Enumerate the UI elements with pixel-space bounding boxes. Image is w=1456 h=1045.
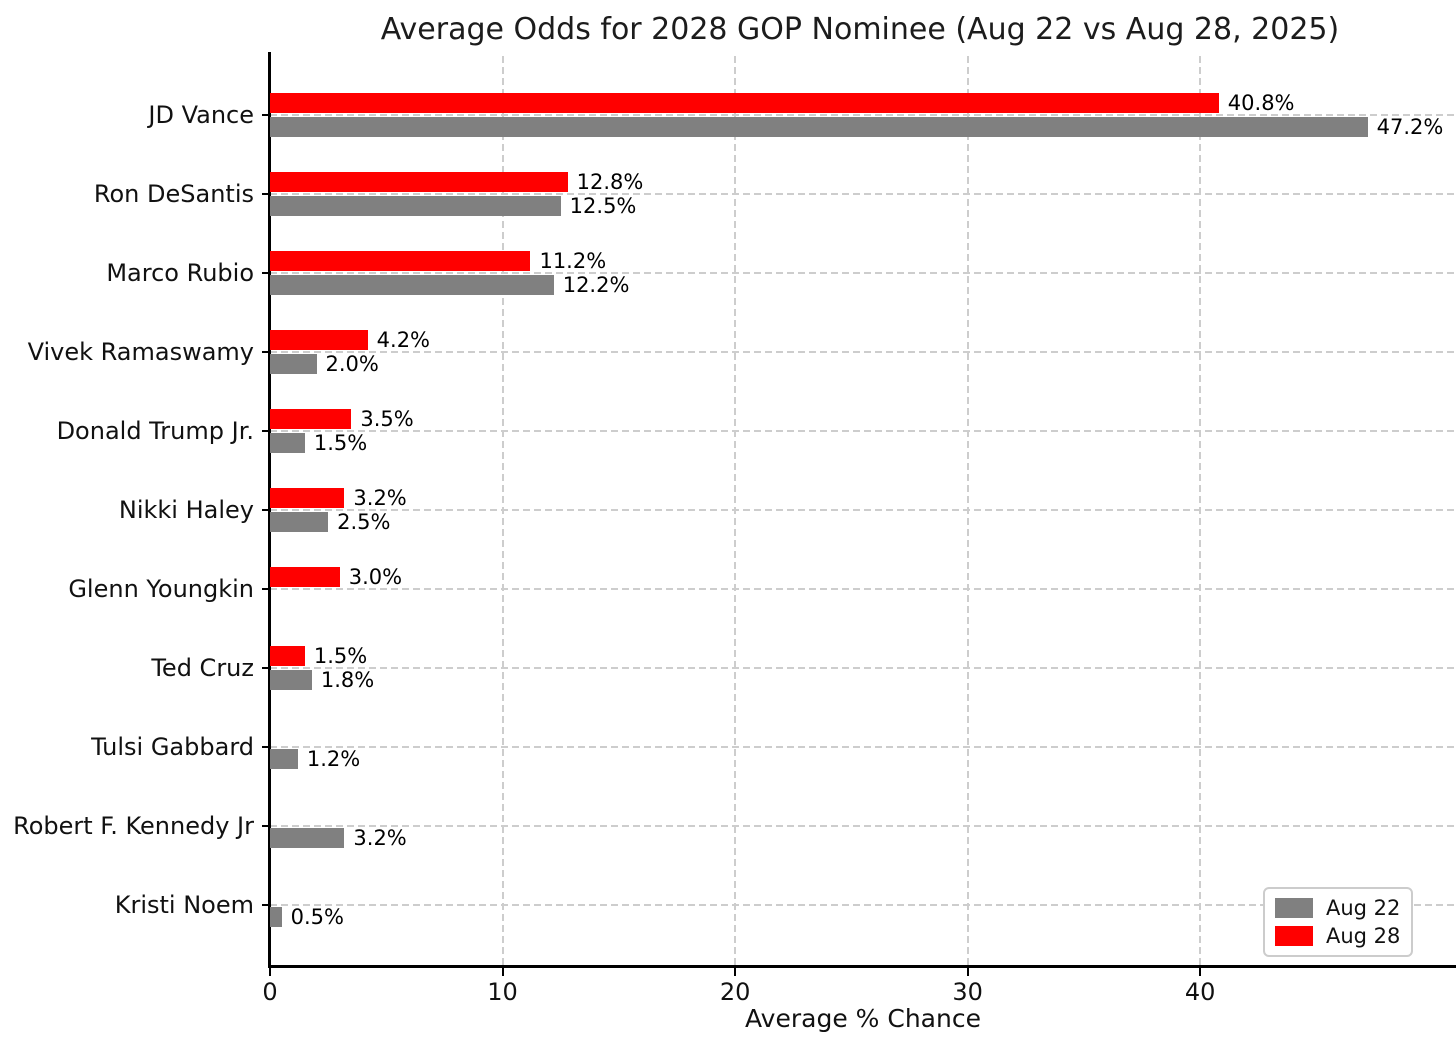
value-label: 1.8%: [320, 668, 375, 692]
legend-item-aug28: Aug 28: [1275, 924, 1401, 948]
h-gridline: [270, 351, 1456, 353]
bar-aug28: [270, 93, 1219, 113]
value-label: 12.2%: [562, 273, 630, 297]
x-tick: [734, 968, 737, 976]
y-tick: [262, 114, 270, 116]
bar-aug22: [270, 828, 345, 848]
bar-aug28: [270, 488, 345, 508]
h-gridline: [270, 114, 1456, 116]
value-label: 12.8%: [576, 170, 644, 194]
y-tick: [262, 509, 270, 511]
value-label: 3.0%: [348, 565, 403, 589]
value-label: 40.8%: [1227, 91, 1295, 115]
bar-aug22: [270, 196, 561, 216]
x-tick: [1199, 968, 1202, 976]
h-gridline: [270, 746, 1456, 748]
h-gridline: [270, 588, 1456, 590]
value-label: 12.5%: [569, 194, 637, 218]
x-axis-spine: [268, 965, 1456, 968]
h-gridline: [270, 667, 1456, 669]
legend-item-aug22: Aug 22: [1275, 896, 1401, 920]
bar-aug22: [270, 275, 554, 295]
value-label: 11.2%: [539, 249, 607, 273]
y-tick: [262, 667, 270, 669]
bar-aug22: [270, 433, 305, 453]
value-label: 3.2%: [353, 826, 407, 850]
v-gridline: [1199, 52, 1202, 965]
h-gridline: [270, 509, 1456, 511]
h-gridline: [270, 825, 1456, 827]
category-label: Kristi Noem: [114, 891, 254, 919]
bar-aug22: [270, 670, 312, 690]
bar-aug22: [270, 907, 282, 927]
x-tick-label: 30: [952, 978, 983, 1006]
x-tick-label: 10: [487, 978, 518, 1006]
y-tick: [262, 588, 270, 590]
bar-aug28: [270, 172, 568, 192]
bar-aug28: [270, 330, 368, 350]
x-tick: [966, 968, 969, 976]
v-gridline: [966, 52, 969, 965]
value-label: 1.5%: [313, 431, 368, 455]
v-gridline: [734, 52, 737, 965]
h-gridline: [270, 193, 1456, 195]
x-tick-label: 20: [719, 978, 751, 1006]
chart-title: Average Odds for 2028 GOP Nominee (Aug 2…: [380, 12, 1340, 47]
value-label: 47.2%: [1376, 115, 1444, 139]
category-label: Glenn Youngkin: [68, 575, 254, 603]
legend-swatch-aug28: [1275, 926, 1313, 946]
h-gridline: [270, 272, 1456, 274]
x-tick: [501, 968, 504, 976]
y-tick: [262, 351, 270, 353]
value-label: 1.2%: [306, 747, 361, 771]
bar-aug22: [270, 354, 317, 374]
category-label: Robert F. Kennedy Jr: [13, 812, 254, 840]
bar-aug28: [270, 646, 305, 666]
v-gridline: [501, 52, 504, 965]
value-label: 2.5%: [337, 510, 391, 534]
x-axis-label: Average % Chance: [745, 1004, 981, 1033]
x-tick: [269, 968, 271, 976]
x-tick-label: 40: [1184, 978, 1216, 1006]
bar-aug28: [270, 251, 531, 271]
legend: Aug 22 Aug 28: [1263, 887, 1413, 957]
value-label: 0.5%: [290, 905, 344, 929]
h-gridline: [270, 430, 1456, 432]
h-gridline: [270, 904, 1456, 906]
category-label: Marco Rubio: [106, 259, 254, 287]
value-label: 4.2%: [376, 328, 431, 352]
bar-aug22: [270, 117, 1368, 137]
y-tick: [262, 193, 270, 195]
legend-label-aug28: Aug 28: [1326, 924, 1401, 948]
legend-swatch-aug22: [1275, 898, 1313, 918]
category-label: Donald Trump Jr.: [56, 417, 254, 445]
category-label: Nikki Haley: [118, 496, 254, 524]
y-tick: [262, 430, 270, 432]
bar-aug28: [270, 567, 340, 587]
legend-label-aug22: Aug 22: [1326, 896, 1401, 920]
x-tick-label: 0: [262, 978, 278, 1006]
value-label: 3.2%: [353, 486, 407, 510]
category-label: Vivek Ramaswamy: [27, 338, 254, 366]
y-tick: [262, 825, 270, 827]
bar-aug22: [270, 749, 298, 769]
value-label: 1.5%: [313, 644, 368, 668]
category-label: Tulsi Gabbard: [91, 733, 254, 761]
bar-aug28: [270, 409, 352, 429]
bar-aug22: [270, 512, 329, 532]
y-tick: [262, 746, 270, 748]
category-label: Ron DeSantis: [93, 180, 254, 208]
category-label: Ted Cruz: [151, 654, 254, 682]
y-tick: [262, 272, 270, 274]
value-label: 2.0%: [325, 352, 379, 376]
y-tick: [262, 904, 270, 906]
value-label: 3.5%: [360, 407, 414, 431]
category-label: JD Vance: [148, 101, 254, 129]
